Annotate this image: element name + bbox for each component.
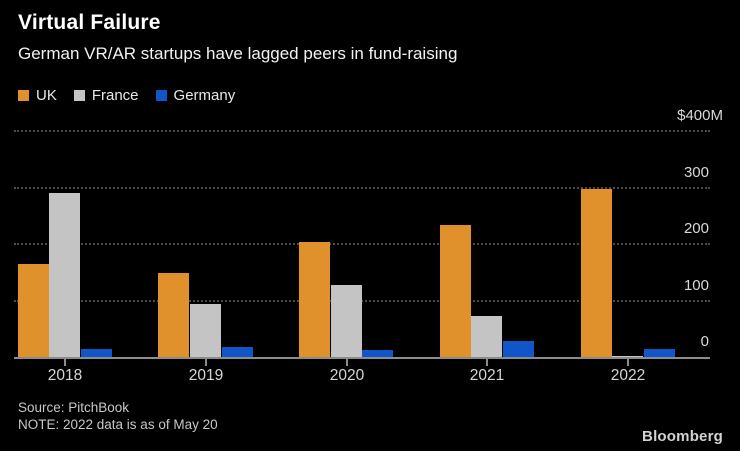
bar-uk-2022 xyxy=(581,189,612,357)
bar-uk-2019 xyxy=(158,273,189,357)
x-axis-tick-2022 xyxy=(627,359,629,366)
bar-france-2021 xyxy=(471,316,502,357)
gridline-300 xyxy=(14,186,710,189)
source-text: Source: PitchBook xyxy=(18,400,130,415)
legend-label: UK xyxy=(36,87,57,104)
bar-germany-2022 xyxy=(644,349,675,357)
gridline-100 xyxy=(14,299,710,302)
chart-title: Virtual Failure xyxy=(18,11,161,34)
x-axis-label-2022: 2022 xyxy=(610,367,646,384)
x-axis-tick-2020 xyxy=(346,359,348,366)
y-axis-label-100: 100 xyxy=(683,276,709,294)
legend-item-germany: Germany xyxy=(155,87,236,104)
x-axis-tick-2018 xyxy=(64,359,66,366)
legend-swatch-uk xyxy=(18,90,29,101)
legend-swatch-france xyxy=(73,90,85,101)
bar-germany-2019 xyxy=(222,347,253,357)
x-axis-label-2018: 2018 xyxy=(47,367,83,384)
x-axis-label-2021: 2021 xyxy=(469,367,505,384)
bar-uk-2021 xyxy=(440,225,471,357)
chart-legend: UK France Germany xyxy=(18,87,252,104)
x-axis-label-2020: 2020 xyxy=(329,367,365,384)
legend-item-france: France xyxy=(73,87,139,104)
bar-uk-2018 xyxy=(18,264,49,357)
x-axis-line xyxy=(14,357,710,359)
y-axis-label-300: 300 xyxy=(683,163,709,181)
bar-france-2020 xyxy=(331,285,362,357)
y-axis-label-400: $400M xyxy=(677,107,723,124)
bar-germany-2020 xyxy=(362,350,393,357)
bar-france-2022 xyxy=(612,356,643,357)
bar-uk-2020 xyxy=(299,242,330,357)
bar-germany-2018 xyxy=(81,349,112,357)
gridline-400 xyxy=(14,130,710,132)
y-axis-label-0: 0 xyxy=(700,333,709,350)
x-axis-label-2019: 2019 xyxy=(188,367,224,384)
legend-label: Germany xyxy=(173,87,236,104)
y-axis-label-200: 200 xyxy=(683,220,709,237)
x-axis-tick-2021 xyxy=(486,359,488,366)
legend-swatch-germany xyxy=(155,90,167,101)
bar-germany-2021 xyxy=(503,341,534,357)
chart-subtitle: German VR/AR startups have lagged peers … xyxy=(18,44,458,63)
legend-item-uk: UK xyxy=(18,87,57,104)
note-text: NOTE: 2022 data is as of May 20 xyxy=(18,417,218,432)
x-axis-tick-2019 xyxy=(205,359,207,366)
bar-france-2019 xyxy=(190,304,221,357)
bloomberg-logo: Bloomberg xyxy=(642,428,723,445)
gridline-200 xyxy=(14,243,710,245)
bar-france-2018 xyxy=(49,193,80,357)
legend-label: France xyxy=(91,87,139,104)
